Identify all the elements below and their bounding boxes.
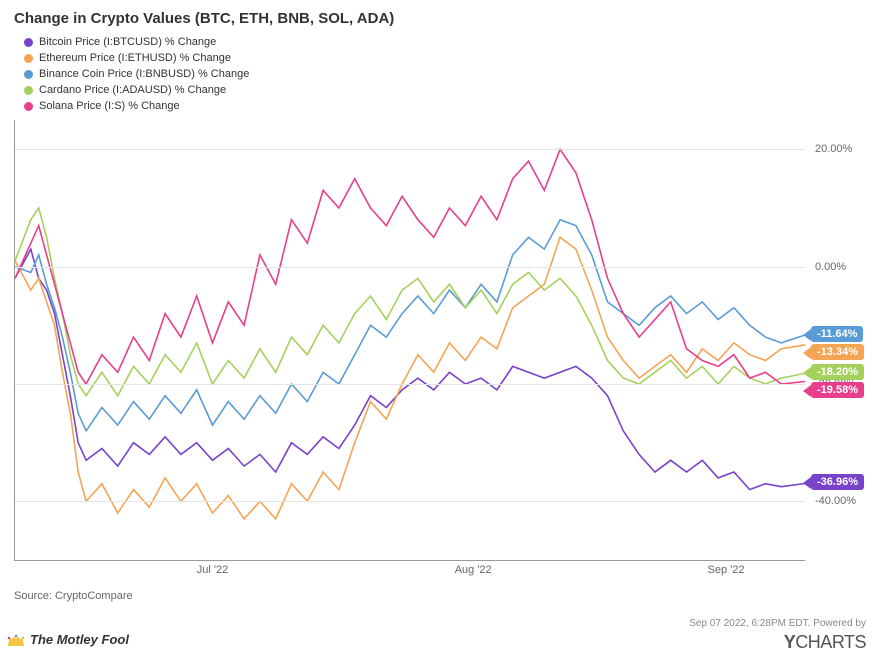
- legend-label: Ethereum Price (I:ETHUSD) % Change: [39, 50, 231, 66]
- gridline: [15, 501, 805, 502]
- x-tick-label: Jul '22: [197, 564, 228, 576]
- legend-label: Cardano Price (I:ADAUSD) % Change: [39, 82, 226, 98]
- chart-title: Change in Crypto Values (BTC, ETH, BNB, …: [14, 10, 394, 27]
- x-tick-label: Aug '22: [455, 564, 492, 576]
- motley-fool-text: The Motley Fool: [30, 632, 129, 647]
- source-label: Source: CryptoCompare: [14, 590, 133, 602]
- gridline: [15, 149, 805, 150]
- series-ada: [15, 208, 805, 396]
- series-bnb: [15, 220, 805, 431]
- plot-area: 20.00%0.00%-20.00%-40.00%Jul '22Aug '22S…: [14, 120, 805, 561]
- legend-swatch: [24, 102, 33, 111]
- timestamp-label: Sep 07 2022, 6:28PM EDT. Powered by: [689, 618, 866, 629]
- end-label-ada: -18.20%: [811, 364, 864, 380]
- legend-label: Solana Price (I:S) % Change: [39, 98, 180, 114]
- end-label-arrow: [803, 385, 811, 397]
- legend-item-ada: Cardano Price (I:ADAUSD) % Change: [24, 82, 249, 98]
- end-label-eth: -13.34%: [811, 344, 864, 360]
- jester-hat-icon: [6, 634, 26, 648]
- end-label-btc: -36.96%: [811, 474, 864, 490]
- end-label-bnb: -11.64%: [811, 326, 863, 342]
- legend-label: Bitcoin Price (I:BTCUSD) % Change: [39, 34, 216, 50]
- legend-item-sol: Solana Price (I:S) % Change: [24, 98, 249, 114]
- legend-swatch: [24, 70, 33, 79]
- end-label-arrow: [803, 367, 811, 379]
- gridline: [15, 267, 805, 268]
- legend-swatch: [24, 38, 33, 47]
- end-label-arrow: [803, 347, 811, 359]
- end-label-sol: -19.58%: [811, 382, 864, 398]
- legend-label: Binance Coin Price (I:BNBUSD) % Change: [39, 66, 249, 82]
- x-tick-label: Sep '22: [708, 564, 745, 576]
- legend-swatch: [24, 54, 33, 63]
- y-tick-label: 0.00%: [815, 261, 846, 273]
- end-label-arrow: [803, 477, 811, 489]
- y-tick-label: 20.00%: [815, 143, 852, 155]
- legend-swatch: [24, 86, 33, 95]
- gridline: [15, 384, 805, 385]
- legend: Bitcoin Price (I:BTCUSD) % ChangeEthereu…: [24, 34, 249, 114]
- ycharts-logo: YCHARTS: [784, 632, 866, 653]
- end-label-arrow: [803, 329, 811, 341]
- y-tick-label: -40.00%: [815, 495, 856, 507]
- legend-item-bnb: Binance Coin Price (I:BNBUSD) % Change: [24, 66, 249, 82]
- chart-svg: [15, 120, 805, 560]
- legend-item-btc: Bitcoin Price (I:BTCUSD) % Change: [24, 34, 249, 50]
- motley-fool-logo: The Motley Fool: [6, 632, 129, 648]
- legend-item-eth: Ethereum Price (I:ETHUSD) % Change: [24, 50, 249, 66]
